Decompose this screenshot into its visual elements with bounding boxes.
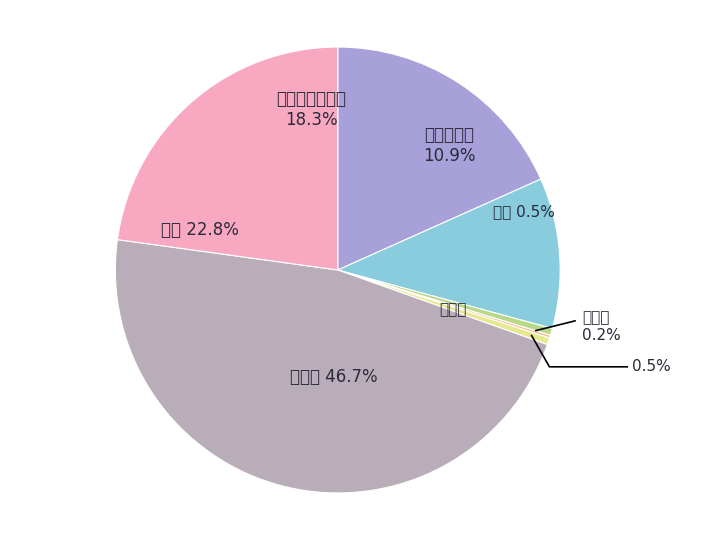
Wedge shape	[338, 270, 550, 338]
Text: 0.5%: 0.5%	[631, 359, 670, 374]
Text: 付教 22.8%: 付教 22.8%	[161, 221, 239, 239]
Wedge shape	[338, 179, 560, 328]
Text: 儒教 0.5%: 儒教 0.5%	[493, 205, 555, 220]
Text: 園仏教
0.2%: 園仏教 0.2%	[582, 310, 621, 343]
Wedge shape	[338, 270, 549, 345]
Wedge shape	[338, 47, 541, 270]
Text: 無宗教 46.7%: 無宗教 46.7%	[289, 368, 377, 386]
Text: カトリック
10.9%: カトリック 10.9%	[423, 126, 475, 165]
Wedge shape	[338, 270, 552, 335]
Wedge shape	[117, 47, 338, 270]
Text: その他: その他	[440, 302, 467, 318]
Wedge shape	[115, 240, 547, 493]
Text: プロテスタント
18.3%: プロテスタント 18.3%	[276, 90, 346, 129]
